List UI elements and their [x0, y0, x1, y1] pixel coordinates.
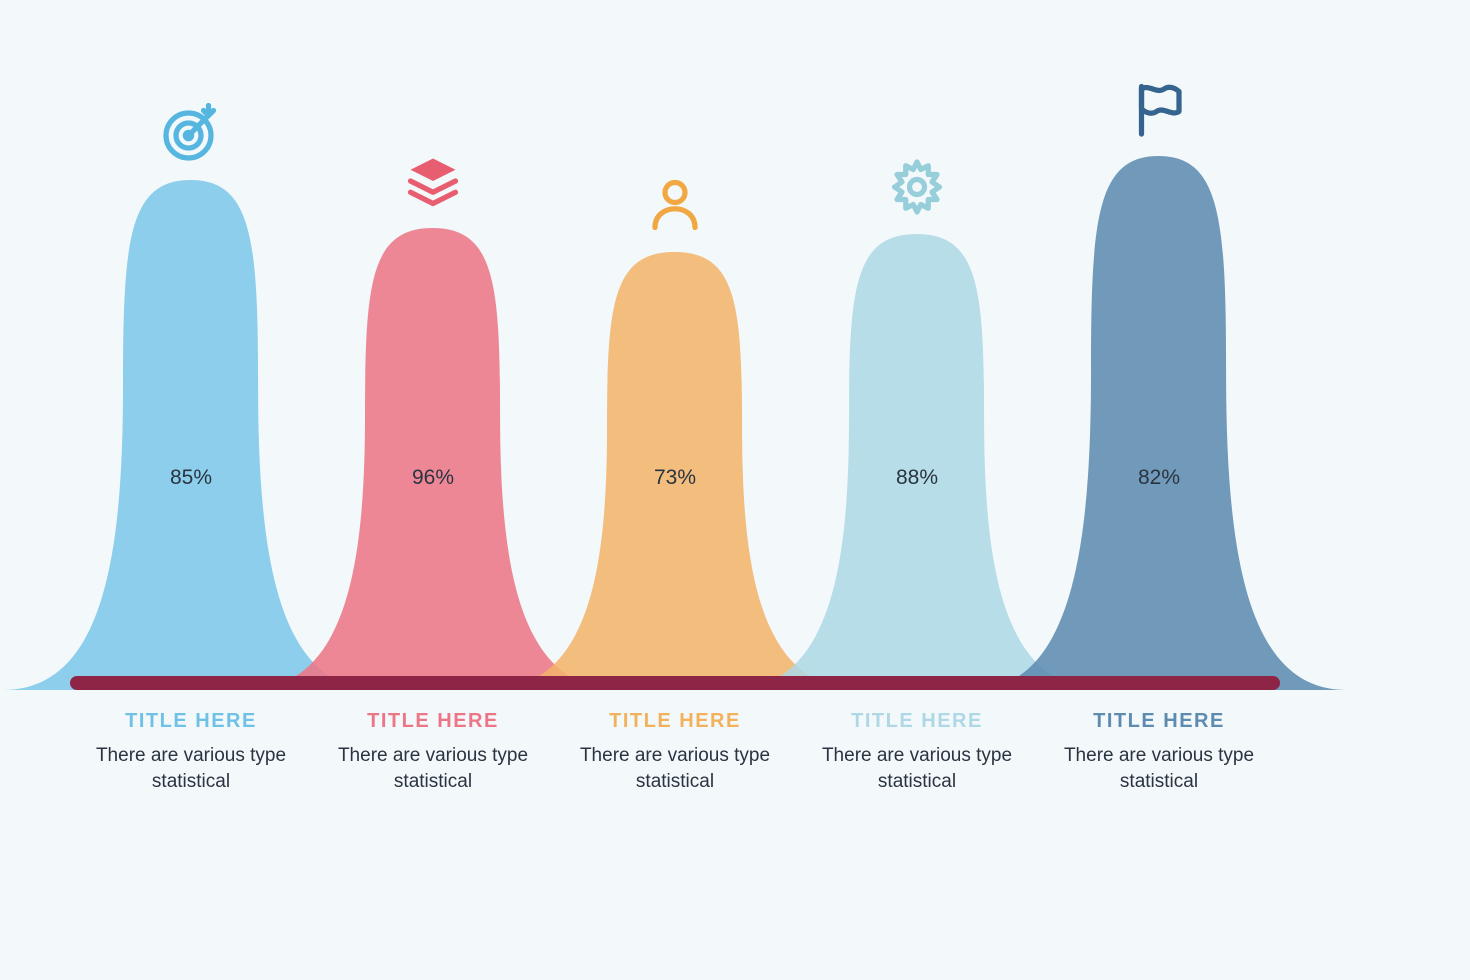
flag-icon [1129, 79, 1189, 144]
caption-user: TITLE HERE There are various type statis… [554, 710, 796, 794]
caption-flag: TITLE HERE There are various type statis… [1038, 710, 1280, 794]
value-target: 85% [170, 466, 212, 490]
caption-target: TITLE HERE There are various type statis… [70, 710, 312, 794]
chart-baseline [70, 676, 1280, 690]
chart-area: 85% 96% 73% 88% 82% [70, 90, 1280, 690]
caption-desc: There are various type statistical [1052, 743, 1266, 794]
caption-title: TITLE HERE [84, 710, 298, 733]
value-user: 73% [654, 466, 696, 490]
caption-title: TITLE HERE [810, 710, 1024, 733]
caption-gear: TITLE HERE There are various type statis… [796, 710, 1038, 794]
layers-icon [403, 151, 463, 216]
caption-stack: TITLE HERE There are various type statis… [312, 710, 554, 794]
value-flag: 82% [1138, 466, 1180, 490]
caption-desc: There are various type statistical [326, 743, 540, 794]
caption-title: TITLE HERE [568, 710, 782, 733]
bell-flag [971, 156, 1346, 690]
caption-desc: There are various type statistical [810, 743, 1024, 794]
target-icon [161, 103, 221, 168]
caption-title: TITLE HERE [326, 710, 540, 733]
caption-title: TITLE HERE [1052, 710, 1266, 733]
gear-icon [887, 157, 947, 222]
value-gear: 88% [896, 466, 938, 490]
caption-desc: There are various type statistical [568, 743, 782, 794]
caption-desc: There are various type statistical [84, 743, 298, 794]
captions-row: TITLE HERE There are various type statis… [70, 710, 1280, 794]
user-icon [645, 175, 705, 240]
value-stack: 96% [412, 466, 454, 490]
